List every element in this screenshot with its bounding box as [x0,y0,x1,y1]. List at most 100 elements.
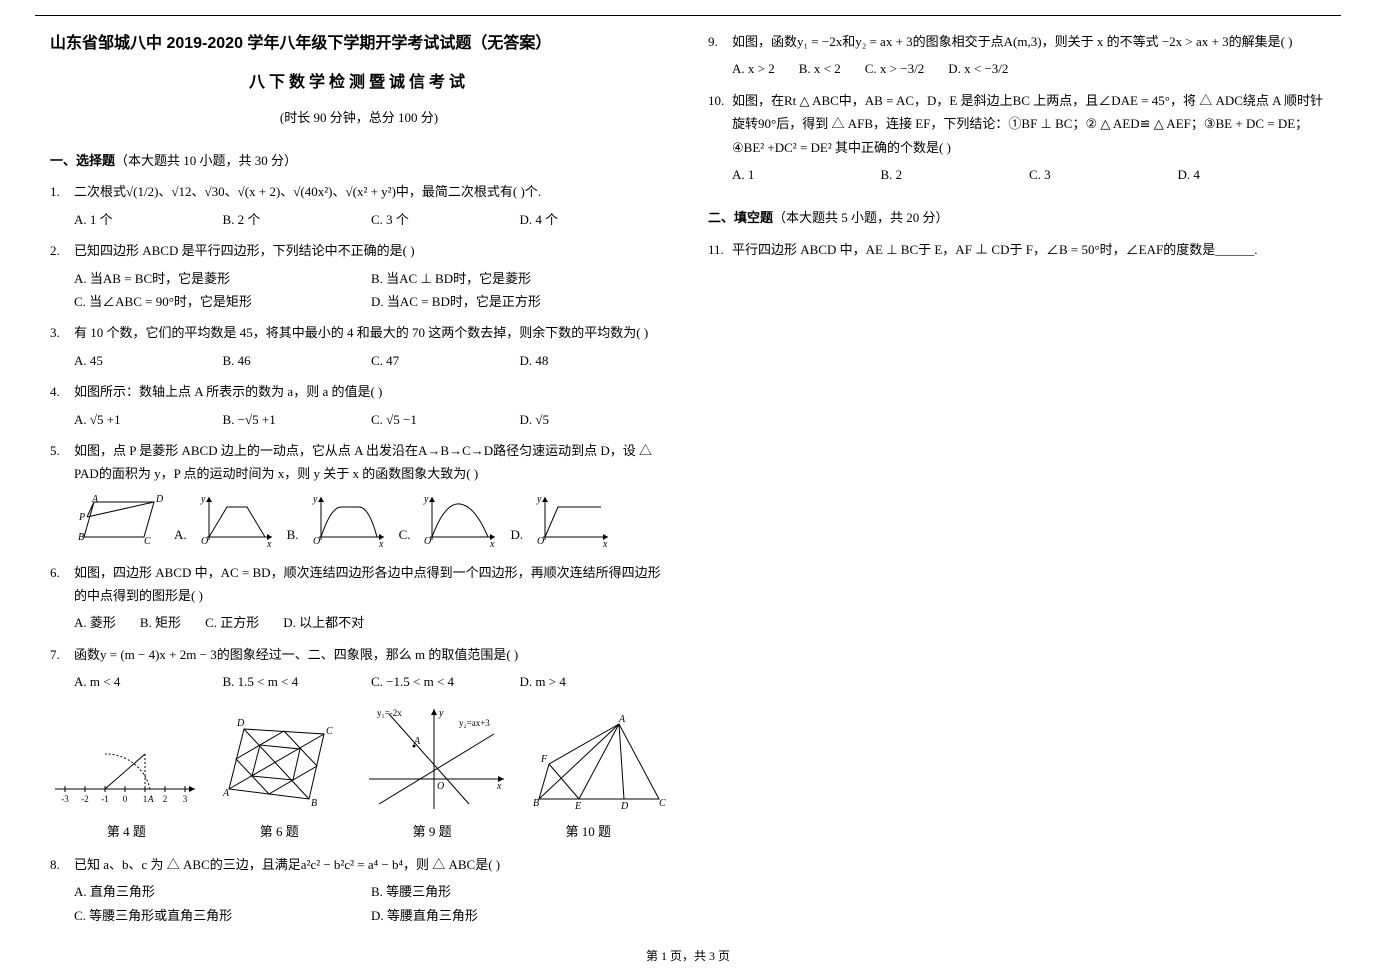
choice-c: C. 正方形 [205,611,259,634]
page-number: 第 1 页，共 3 页 [0,946,1376,968]
choice-b: B. 当AC ⊥ BD时，它是菱形 [371,267,668,290]
choice-d: D. 以上都不对 [283,611,364,634]
svg-text:O: O [201,536,208,547]
q-num: 6. [50,561,74,635]
figure-row: -3 -2 -1 0 1 2 3 A D C A B [50,704,668,814]
svg-text:O: O [437,781,444,792]
choice-d: D. 当AC = BD时，它是正方形 [371,290,668,313]
choice-a: A. 当AB = BC时，它是菱形 [74,267,371,290]
choice-a: A. √5 +1 [74,408,223,431]
duration: (时长 90 分钟，总分 100 分) [50,106,668,129]
choices: A. 直角三角形 B. 等腰三角形 C. 等腰三角形或直角三角形 D. 等腰直角… [74,880,668,927]
svg-text:C: C [144,536,151,547]
graph-d-icon: y x O [533,492,613,547]
q-text: 函数y = (m − 4)x + 2m − 3的图象经过一、二、四象限，那么 m… [74,643,668,666]
choice-d: D. [510,523,523,546]
svg-text:2: 2 [163,794,168,804]
svg-text:x: x [489,539,495,547]
cap-4: 第 4 题 [107,820,146,843]
q-num: 11. [708,238,732,261]
choice-c: C. 3 [1029,163,1178,186]
q-text: 平行四边形 ABCD 中，AE ⊥ BC于 E，AF ⊥ CD于 F，∠B = … [732,238,1326,261]
q-num: 8. [50,853,74,927]
svg-text:y: y [423,494,429,505]
svg-text:-2: -2 [81,794,89,804]
svg-text:O: O [537,536,544,547]
svg-text:y: y [312,494,318,505]
choice-b: B. 1.5 < m < 4 [223,670,372,693]
choice-b: B. 2 个 [223,208,372,231]
svg-text:D: D [236,718,245,729]
question-7: 7. 函数y = (m − 4)x + 2m − 3的图象经过一、二、四象限，那… [50,643,668,694]
question-6: 6. 如图，四边形 ABCD 中，AC = BD，顺次连结四边形各边中点得到一个… [50,561,668,635]
svg-text:O: O [313,536,320,547]
svg-text:E: E [574,801,581,812]
choices: A. x > 2 B. x < 2 C. x > −3/2 D. x < −3/… [732,57,1326,80]
choice-c: C. 等腰三角形或直角三角形 [74,904,371,927]
exam-page: 山东省邹城八中 2019-2020 学年八年级下学期开学考试试题（无答案） 八下… [50,30,1326,942]
svg-text:F: F [540,754,548,765]
svg-text:x: x [266,539,272,547]
question-10: 10. 如图，在Rt △ ABC中，AB = AC，D，E 是斜边上BC 上两点… [708,89,1326,187]
quadrilateral-icon: D C A B [209,714,349,814]
choice-b: B. 矩形 [140,611,181,634]
q5-figures: A D B C P A. y x O [74,492,668,547]
subtitle: 八下数学检测暨诚信考试 [50,69,668,98]
choices: A. √5 +1 B. −√5 +1 C. √5 −1 D. √5 [74,408,668,431]
svg-text:B: B [78,532,84,543]
q-num: 1. [50,180,74,231]
q-text: 二次根式√(1/2)、√12、√30、√(x + 2)、√(40x²)、√(x²… [74,180,668,203]
question-8: 8. 已知 a、b、c 为 △ ABC的三边，且满足a²c² − b²c² = … [50,853,668,927]
choice-d: D. 等腰直角三角形 [371,904,668,927]
choice-a: A. 菱形 [74,611,116,634]
svg-text:y: y [536,494,542,505]
choice-a: A. [174,523,187,546]
svg-text:A: A [222,788,230,799]
svg-text:A: A [91,494,99,505]
choice-a: A. 45 [74,349,223,372]
section-note: （本大题共 5 小题，共 20 分） [773,210,949,225]
svg-text:0: 0 [123,794,128,804]
choice-a: A. 1 个 [74,208,223,231]
svg-text:C: C [326,726,333,737]
choice-d: D. m > 4 [520,670,669,693]
graph-a-icon: y x O [197,492,277,547]
q-text: 如图，四边形 ABCD 中，AC = BD，顺次连结四边形各边中点得到一个四边形… [74,561,668,608]
choices: A. m < 4 B. 1.5 < m < 4 C. −1.5 < m < 4 … [74,670,668,693]
section1-title: 一、选择题（本大题共 10 小题，共 30 分） [50,149,668,172]
q-text: 有 10 个数，它们的平均数是 45，将其中最小的 4 和最大的 70 这两个数… [74,321,668,344]
rhombus-icon: A D B C P [74,492,164,547]
q-num: 9. [708,30,732,81]
numberline-icon: -3 -2 -1 0 1 2 3 A [50,734,199,814]
choice-c: C. x > −3/2 [865,57,924,80]
lines-graph-icon: A O x y y₁=-2x y₂=ax+3 [359,704,508,814]
svg-text:-1: -1 [101,794,109,804]
q-num: 5. [50,439,74,553]
q-text: 已知四边形 ABCD 是平行四边形，下列结论中不正确的是( ) [74,239,668,262]
graph-c-icon: y x O [420,492,500,547]
question-11: 11. 平行四边形 ABCD 中，AE ⊥ BC于 E，AF ⊥ CD于 F，∠… [708,238,1326,261]
cap-6: 第 6 题 [260,820,299,843]
q-text: 如图，在Rt △ ABC中，AB = AC，D，E 是斜边上BC 上两点，且∠D… [732,89,1326,159]
section-label: 一、选择题 [50,153,115,168]
question-1: 1. 二次根式√(1/2)、√12、√30、√(x + 2)、√(40x²)、√… [50,180,668,231]
q-num: 10. [708,89,732,187]
choices: A. 1 B. 2 C. 3 D. 4 [732,163,1326,186]
question-4: 4. 如图所示：数轴上点 A 所表示的数为 a，则 a 的值是( ) A. √5… [50,380,668,431]
svg-text:1: 1 [143,794,148,804]
svg-text:A: A [147,794,154,804]
section2-title: 二、填空题（本大题共 5 小题，共 20 分） [708,206,1326,229]
svg-text:D: D [620,801,629,812]
question-5: 5. 如图，点 P 是菱形 ABCD 边上的一动点，它从点 A 出发沿在A→B→… [50,439,668,553]
question-3: 3. 有 10 个数，它们的平均数是 45，将其中最小的 4 和最大的 70 这… [50,321,668,372]
q-num: 2. [50,239,74,313]
choice-d: D. x < −3/2 [948,57,1008,80]
svg-text:x: x [378,539,384,547]
cap-9: 第 9 题 [413,820,452,843]
choice-d: D. 4 个 [520,208,669,231]
choices: A. 菱形 B. 矩形 C. 正方形 D. 以上都不对 [74,611,668,634]
svg-text:y₂=ax+3: y₂=ax+3 [459,718,490,728]
choice-b: B. −√5 +1 [223,408,372,431]
q-text: 如图所示：数轴上点 A 所表示的数为 a，则 a 的值是( ) [74,380,668,403]
choice-a: A. m < 4 [74,670,223,693]
